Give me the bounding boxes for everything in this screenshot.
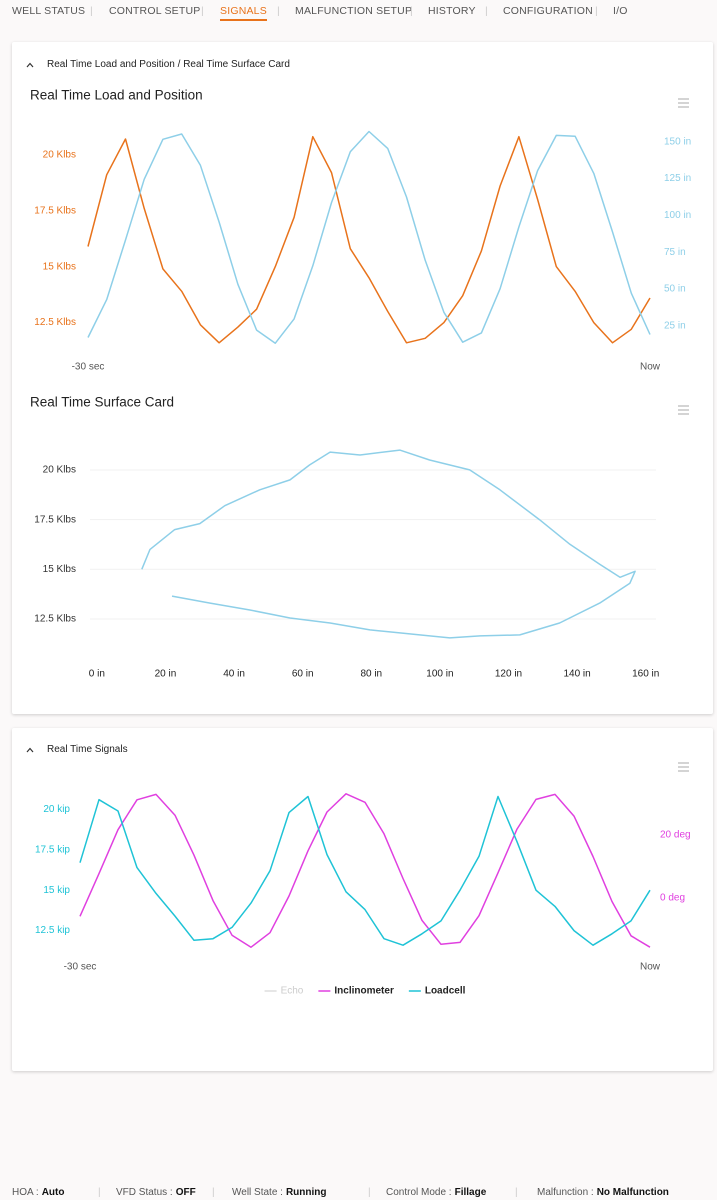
x-tick-label: -30 sec [64, 962, 97, 973]
status-label: Control Mode : [386, 1187, 452, 1198]
y2-tick-label: 20 deg [660, 830, 691, 841]
panel-title[interactable]: Real Time Load and Position / Real Time … [47, 59, 290, 70]
status-label: VFD Status : [116, 1187, 173, 1198]
legend-item[interactable]: Loadcell [408, 986, 466, 997]
status-value: Auto [41, 1187, 65, 1198]
x-tick-label: 160 in [632, 669, 659, 680]
separator: | [90, 5, 93, 17]
separator: | [595, 5, 598, 17]
x-tick-label: -30 sec [72, 362, 105, 373]
legend-label: Echo [281, 986, 304, 997]
series-line [79, 795, 651, 946]
status-item: HOA : Auto [12, 1187, 64, 1198]
nav-tab[interactable]: WELL STATUS [12, 5, 86, 17]
status-value: No Malfunction [596, 1187, 669, 1198]
x-tick-label: Now [640, 962, 661, 973]
series-line [87, 130, 651, 344]
status-value: Running [285, 1187, 327, 1198]
y2-tick-label: 75 in [664, 247, 686, 258]
nav-tab[interactable]: HISTORY [428, 5, 476, 17]
menu-icon[interactable] [678, 405, 689, 415]
x-tick-label: 20 in [155, 669, 177, 680]
status-item: Control Mode : Fillage [386, 1187, 486, 1198]
legend-label: Loadcell [425, 986, 466, 997]
status-label: Malfunction : [537, 1187, 594, 1198]
y2-tick-label: 0 deg [660, 893, 685, 904]
separator: | [98, 1187, 101, 1198]
legend-label: Inclinometer [334, 986, 394, 997]
status-value: Fillage [454, 1187, 487, 1198]
y2-tick-label: 25 in [664, 320, 686, 331]
status-label: Well State : [232, 1187, 283, 1198]
nav-tab[interactable]: CONTROL SETUP [109, 5, 201, 17]
chart-title: Real Time Surface Card [30, 395, 174, 410]
status-label: HOA : [12, 1187, 39, 1198]
x-tick-label: 40 in [223, 669, 245, 680]
panel-title[interactable]: Real Time Signals [47, 744, 128, 755]
separator: | [515, 1187, 518, 1198]
legend-item[interactable]: Echo [264, 986, 304, 997]
status-item: Well State : Running [232, 1187, 327, 1198]
separator: | [410, 5, 413, 17]
y2-tick-label: 50 in [664, 284, 686, 295]
separator: | [212, 1187, 215, 1198]
y2-tick-label: 125 in [664, 173, 691, 184]
nav-bar: WELL STATUS | CONTROL SETUP | SIGNALS | … [0, 0, 717, 28]
status-value: OFF [175, 1187, 196, 1198]
series-line [87, 135, 651, 344]
series-line [141, 449, 636, 639]
x-tick-label: 100 in [426, 669, 453, 680]
separator: | [368, 1187, 371, 1198]
y-tick-label: 12.5 kip [35, 925, 70, 936]
y-tick-label: 17.5 Klbs [34, 514, 76, 525]
x-tick-label: 80 in [360, 669, 382, 680]
nav-tab[interactable]: MALFUNCTION SETUP [295, 5, 413, 17]
x-tick-label: 0 in [89, 669, 105, 680]
collapse-icon[interactable] [26, 62, 34, 68]
legend: Echo Inclinometer Loadcell [264, 986, 466, 997]
menu-icon[interactable] [678, 98, 689, 108]
status-bar: HOA : Auto | VFD Status : OFF | Well State : Ru… [0, 1186, 717, 1200]
x-tick-label: 120 in [495, 669, 522, 680]
y-tick-label: 20 kip [43, 804, 70, 815]
y-tick-label: 20 Klbs [43, 149, 76, 160]
y-tick-label: 17.5 Klbs [34, 205, 76, 216]
y-tick-label: 12.5 Klbs [34, 614, 76, 625]
separator: | [485, 5, 488, 17]
x-tick-label: 140 in [563, 669, 590, 680]
x-tick-label: 60 in [292, 669, 314, 680]
nav-tab[interactable]: CONFIGURATION [503, 5, 593, 17]
y-tick-label: 20 Klbs [43, 465, 76, 476]
y-tick-label: 15 Klbs [43, 261, 76, 272]
x-tick-label: Now [640, 362, 661, 373]
status-item: VFD Status : OFF [116, 1187, 196, 1198]
y-tick-label: 15 Klbs [43, 564, 76, 575]
series-line [79, 793, 651, 948]
y-tick-label: 17.5 kip [35, 844, 70, 855]
y-tick-label: 15 kip [43, 885, 70, 896]
legend-item[interactable]: Inclinometer [318, 986, 394, 997]
menu-icon[interactable] [678, 762, 689, 772]
panel: Real Time Signals [12, 728, 713, 1071]
status-item: Malfunction : No Malfunction [537, 1187, 669, 1198]
nav-tab[interactable]: I/O [613, 5, 628, 17]
collapse-icon[interactable] [26, 747, 34, 753]
nav-tab[interactable]: SIGNALS [220, 5, 267, 21]
y2-tick-label: 100 in [664, 210, 691, 221]
y2-tick-label: 150 in [664, 136, 691, 147]
separator: | [277, 5, 280, 17]
y-tick-label: 12.5 Klbs [34, 317, 76, 328]
chart-title: Real Time Load and Position [30, 88, 203, 103]
separator: | [201, 5, 204, 17]
